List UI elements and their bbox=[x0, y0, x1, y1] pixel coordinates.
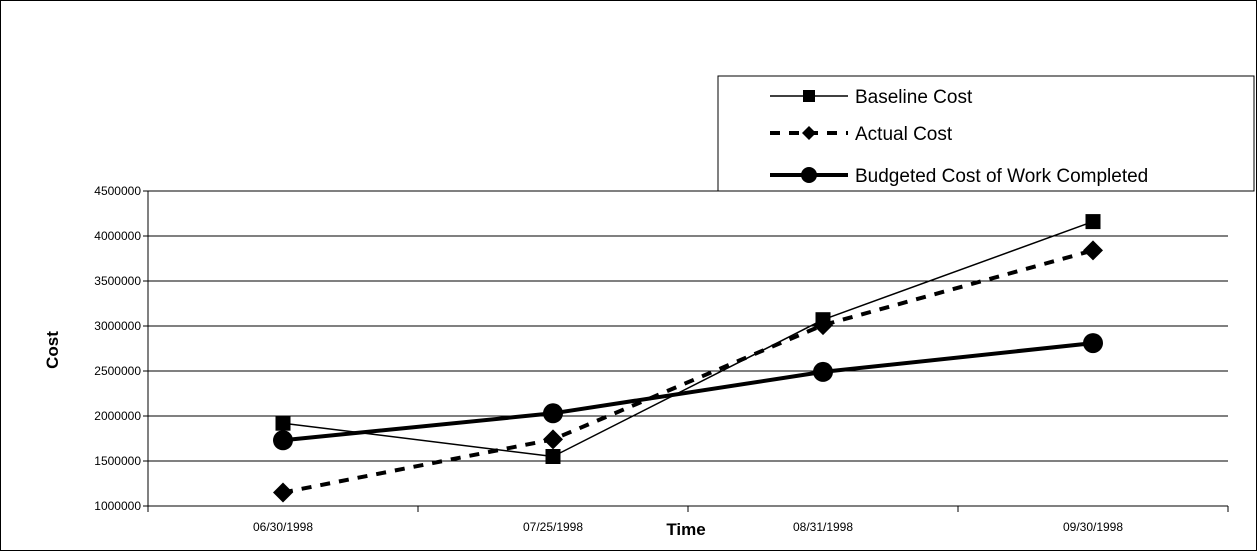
series-line bbox=[282, 248, 1094, 495]
x-tick-label: 09/30/1998 bbox=[1063, 520, 1123, 534]
series-markers bbox=[273, 214, 1103, 503]
axes: 1000000 1500000 2000000 2500000 3000000 35000… bbox=[94, 184, 1229, 534]
y-tick-label: 1000000 bbox=[94, 499, 141, 513]
x-tick-label: 07/25/1998 bbox=[523, 520, 583, 534]
x-tick-label: 08/31/1998 bbox=[793, 520, 853, 534]
legend-label: Baseline Cost bbox=[855, 87, 973, 108]
x-axis-label: Time bbox=[666, 520, 705, 539]
square-marker bbox=[545, 449, 561, 464]
circle-marker bbox=[273, 430, 293, 451]
y-tick-label: 3000000 bbox=[94, 319, 141, 333]
legend-label: Budgeted Cost of Work Completed bbox=[855, 166, 1148, 187]
y-tick-label: 2000000 bbox=[94, 409, 141, 423]
y-tick-label: 3500000 bbox=[94, 274, 141, 288]
circle-marker bbox=[801, 167, 817, 183]
y-tick-label: 4500000 bbox=[94, 184, 141, 198]
diamond-marker bbox=[813, 315, 833, 336]
diamond-marker bbox=[1083, 240, 1103, 261]
circle-marker bbox=[813, 361, 833, 382]
legend-label: Actual Cost bbox=[855, 124, 953, 145]
series-line bbox=[282, 220, 1094, 458]
square-marker bbox=[1085, 214, 1101, 230]
y-tick-label: 1500000 bbox=[94, 454, 141, 468]
square-marker bbox=[803, 90, 815, 102]
square-marker bbox=[275, 415, 291, 431]
y-axis-label: Cost bbox=[43, 331, 62, 369]
circle-marker bbox=[543, 403, 563, 424]
diamond-marker bbox=[273, 482, 293, 503]
x-tick-label: 06/30/1998 bbox=[253, 520, 313, 534]
legend: Baseline Cost Actual Cost Budgeted Cost of… bbox=[717, 75, 1255, 192]
y-tick-label: 4000000 bbox=[94, 229, 141, 243]
y-tick-label: 2500000 bbox=[94, 364, 141, 378]
series-lines bbox=[282, 220, 1094, 495]
diamond-marker bbox=[543, 429, 563, 450]
circle-marker bbox=[1083, 333, 1103, 354]
diamond-marker bbox=[802, 126, 816, 140]
series-line bbox=[282, 341, 1094, 443]
